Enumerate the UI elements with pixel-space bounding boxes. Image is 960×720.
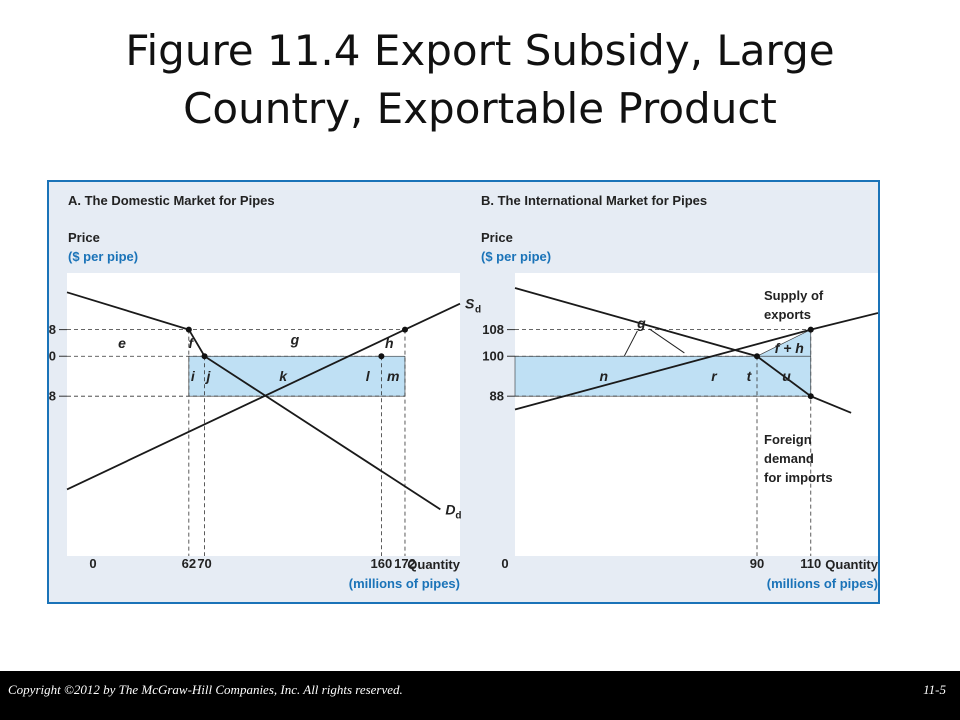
y-tick-label: 108 — [49, 322, 56, 337]
area-label: m — [387, 368, 399, 384]
area-label: k — [279, 368, 288, 384]
series-label-1-line: for imports — [764, 470, 833, 485]
y-axis-label: Price — [481, 230, 513, 245]
y-tick-label: 88 — [49, 389, 56, 404]
y-tick-label: 108 — [482, 322, 504, 337]
figure-panel: A. The Domestic Market for Pipes Price ($ … — [47, 180, 880, 604]
panel-title: A. The Domestic Market for Pipes — [68, 193, 275, 208]
equilibrium-point — [201, 353, 208, 360]
x-tick-label: 172 — [394, 556, 416, 571]
series-label-sub-1: d — [455, 510, 461, 521]
plot-area — [67, 273, 460, 556]
g-pointer-line — [649, 328, 685, 354]
x-axis-unit-label: (millions of pipes) — [349, 576, 460, 591]
origin-label: 0 — [501, 556, 508, 571]
shaded-region — [514, 355, 812, 397]
area-label: f — [188, 335, 194, 351]
y-axis-unit-label: ($ per pipe) — [481, 249, 551, 264]
x-tick-label: 62 — [182, 556, 196, 571]
y-axis-label: Price — [68, 230, 100, 245]
equilibrium-point — [401, 326, 408, 333]
x-axis-label: Quantity — [825, 557, 878, 572]
y-tick-label: 100 — [49, 349, 56, 364]
area-label: t — [747, 368, 753, 384]
y-tick-label: 100 — [482, 349, 504, 364]
series-line-1 — [514, 287, 852, 414]
panel-title: B. The International Market for Pipes — [481, 193, 707, 208]
g-pointer-line — [623, 330, 638, 357]
equilibrium-point — [378, 353, 385, 360]
area-label: f + h — [775, 340, 804, 356]
area-label: g — [290, 332, 300, 348]
footer-copyright: Copyright ©2012 by The McGraw-Hill Compa… — [8, 682, 403, 697]
footer-slide-number: 11-5 — [923, 682, 946, 697]
origin-label: 0 — [89, 556, 96, 571]
y-tick-label: 88 — [490, 389, 504, 404]
area-label: l — [366, 368, 371, 384]
series-label-sub-0: d — [475, 305, 481, 316]
series-label-1-line: demand — [764, 451, 814, 466]
slide-title: Figure 11.4 Export Subsidy, Large Countr… — [40, 22, 920, 138]
x-tick-label: 90 — [750, 556, 764, 571]
series-label-1: D — [445, 501, 455, 517]
area-label: h — [385, 335, 394, 351]
area-label: r — [711, 368, 718, 384]
equilibrium-point — [807, 393, 814, 400]
series-label-0-line: exports — [764, 307, 811, 322]
slide-title-line2: Country, Exportable Product — [183, 84, 777, 133]
area-label: u — [782, 368, 791, 384]
series-label-1-line: Foreign — [764, 432, 812, 447]
shaded-region — [188, 355, 406, 397]
x-axis-label: Quantity — [407, 557, 460, 572]
figure-svg: A. The Domestic Market for Pipes Price ($ … — [49, 193, 878, 591]
x-tick-label: 110 — [800, 556, 821, 571]
area-label: g — [636, 315, 646, 331]
equilibrium-point — [807, 326, 814, 333]
slide-title-line1: Figure 11.4 Export Subsidy, Large — [125, 26, 835, 75]
area-label: e — [118, 335, 126, 351]
x-tick-label: 70 — [197, 556, 211, 571]
area-label: n — [599, 368, 608, 384]
series-line-1 — [66, 291, 441, 511]
plot-area — [515, 273, 878, 556]
area-label: i — [191, 368, 196, 384]
equilibrium-point — [754, 353, 760, 360]
area-label: j — [205, 368, 212, 384]
equilibrium-point — [185, 326, 192, 333]
x-axis-unit-label: (millions of pipes) — [767, 576, 878, 591]
series-label-0-line: Supply of — [764, 288, 824, 303]
series-label-0: S — [465, 296, 475, 312]
footer-bar — [0, 671, 960, 720]
x-tick-label: 160 — [371, 556, 393, 571]
triangle-region — [756, 329, 812, 357]
y-axis-unit-label: ($ per pipe) — [68, 249, 138, 264]
